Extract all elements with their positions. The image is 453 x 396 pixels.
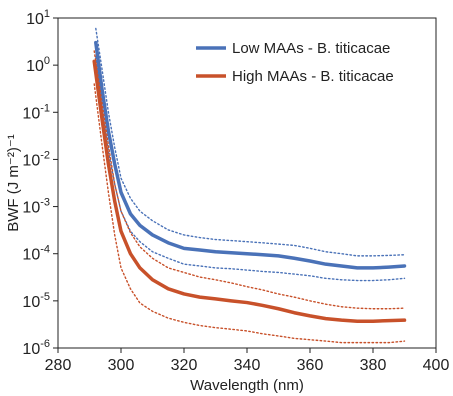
y-tick-label: 10-4 bbox=[22, 244, 50, 264]
legend-label: Low MAAs - B. titicacae bbox=[232, 40, 390, 57]
y-tick-label: 100 bbox=[26, 55, 50, 75]
x-axis-title: Wavelength (nm) bbox=[190, 377, 304, 394]
x-tick-label: 340 bbox=[234, 357, 261, 374]
y-tick-label: 101 bbox=[26, 8, 50, 28]
series-line-0 bbox=[94, 40, 407, 270]
series-line-5 bbox=[93, 83, 406, 344]
x-tick-label: 300 bbox=[108, 357, 135, 374]
y-tick-label: 10-3 bbox=[22, 197, 50, 217]
series-line-4 bbox=[93, 50, 406, 310]
y-tick-label: 10-1 bbox=[22, 102, 50, 122]
plot-lines bbox=[92, 27, 407, 344]
y-axis: 10-6 10-5 10-4 10-3 10-2 10-1 100 101 bbox=[22, 8, 58, 358]
y-tick-label: 10-2 bbox=[22, 149, 50, 169]
x-tick-label: 400 bbox=[423, 357, 450, 374]
x-tick-label: 380 bbox=[360, 357, 387, 374]
series-line-1 bbox=[95, 27, 406, 257]
y-tick-label: 10-6 bbox=[22, 338, 50, 358]
legend-label: High MAAs - B. titicacae bbox=[232, 68, 394, 85]
y-tick-label: 10-5 bbox=[22, 291, 50, 311]
y-axis-title: BWF (J m⁻²)⁻¹ bbox=[5, 134, 22, 231]
x-tick-label: 360 bbox=[297, 357, 324, 374]
x-tick-label: 320 bbox=[171, 357, 198, 374]
legend: Low MAAs - B. titicacae High MAAs - B. ti… bbox=[196, 40, 394, 85]
series-line-3 bbox=[92, 59, 407, 323]
x-tick-label: 280 bbox=[45, 357, 72, 374]
series-line-2 bbox=[95, 56, 406, 282]
x-axis: 280 300 320 340 360 380 400 bbox=[45, 348, 450, 374]
